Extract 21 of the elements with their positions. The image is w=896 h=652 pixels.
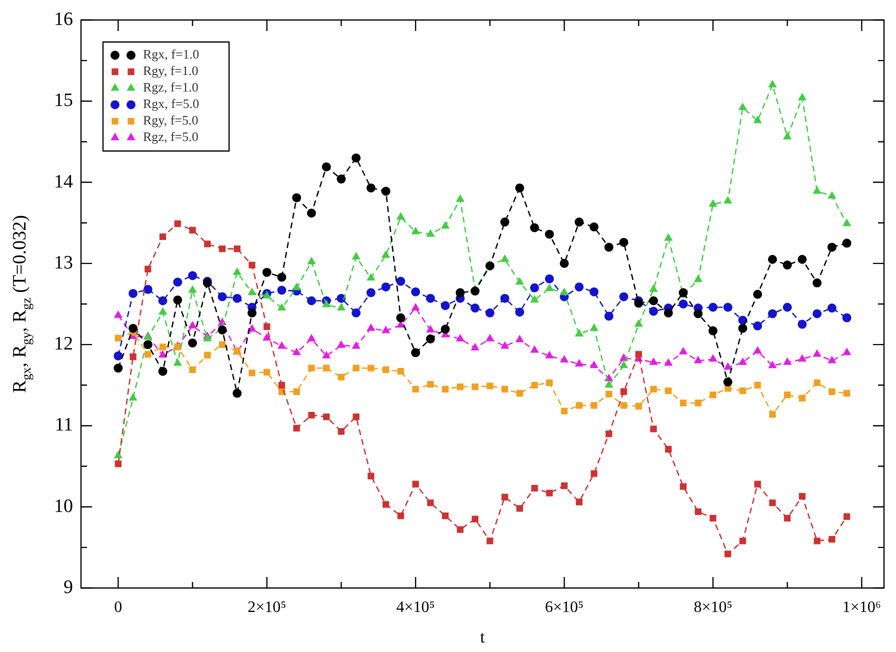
legend-label: Rgy, f=5.0 xyxy=(143,112,198,128)
y-tick-label: 11 xyxy=(54,414,73,436)
y-tick-label: 10 xyxy=(54,496,73,517)
y-tick-label: 16 xyxy=(54,8,73,30)
legend-label: Rgz, f=1.0 xyxy=(143,80,198,95)
x-tick-label: 8×10⁵ xyxy=(694,598,732,616)
y-tick-label: 15 xyxy=(54,90,73,112)
y-tick-label: 13 xyxy=(54,252,73,274)
x-tick-label: 4×10⁵ xyxy=(396,598,435,616)
y-tick-label: 9 xyxy=(64,576,73,598)
x-axis-title: t xyxy=(480,627,486,646)
x-tick-label: 0 xyxy=(114,598,122,616)
legend-label: Rgx, f=5.0 xyxy=(143,96,200,112)
x-tick-label: 1×10⁶ xyxy=(842,598,881,616)
legend-label: Rgz, f=5.0 xyxy=(143,129,198,144)
legend-label: Rgy, f=1.0 xyxy=(143,63,198,78)
x-tick-label: 2×10⁵ xyxy=(248,598,286,616)
x-tick-label: 6×10⁵ xyxy=(544,598,584,616)
y-tick-label: 14 xyxy=(54,171,74,192)
legend-label: Rgx, f=1.0 xyxy=(143,46,200,62)
y-tick-label: 12 xyxy=(54,334,73,355)
